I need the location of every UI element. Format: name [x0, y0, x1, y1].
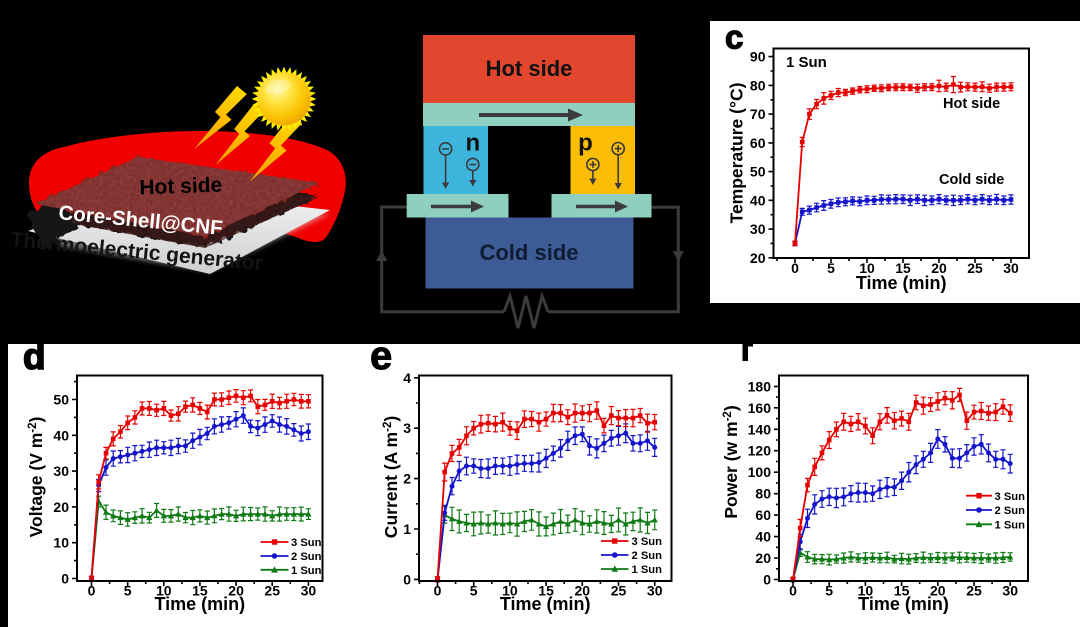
svg-text:180: 180 — [748, 378, 772, 394]
svg-text:Temperature (°C): Temperature (°C) — [727, 83, 747, 224]
svg-text:3 Sun: 3 Sun — [291, 537, 322, 549]
svg-text:60: 60 — [750, 135, 766, 151]
svg-text:1 Sun: 1 Sun — [995, 520, 1026, 532]
svg-text:Hot side: Hot side — [486, 56, 573, 81]
svg-text:1 Sun: 1 Sun — [786, 54, 827, 71]
svg-text:20: 20 — [750, 250, 766, 266]
svg-text:30: 30 — [750, 221, 766, 237]
svg-text:30: 30 — [1002, 583, 1018, 599]
svg-text:5: 5 — [124, 583, 132, 599]
svg-text:15: 15 — [895, 260, 911, 276]
svg-text:Hot side: Hot side — [139, 174, 223, 200]
svg-text:120: 120 — [748, 443, 772, 459]
svg-text:160: 160 — [748, 400, 772, 416]
svg-text:10: 10 — [502, 583, 518, 599]
svg-text:20: 20 — [931, 260, 947, 276]
svg-text:d: d — [23, 336, 46, 377]
svg-text:25: 25 — [611, 583, 627, 599]
svg-text:30: 30 — [53, 463, 69, 479]
svg-text:40: 40 — [750, 192, 766, 208]
svg-text:3: 3 — [403, 420, 411, 436]
svg-text:15: 15 — [894, 583, 910, 599]
svg-text:25: 25 — [967, 260, 983, 276]
svg-text:c: c — [725, 19, 743, 56]
svg-text:20: 20 — [228, 583, 244, 599]
svg-text:Hot side: Hot side — [943, 96, 1000, 112]
svg-text:20: 20 — [575, 583, 591, 599]
svg-text:1 Sun: 1 Sun — [632, 564, 663, 576]
svg-text:15: 15 — [192, 583, 208, 599]
svg-text:30: 30 — [1003, 260, 1019, 276]
svg-text:0: 0 — [791, 260, 799, 276]
svg-text:20: 20 — [930, 583, 946, 599]
svg-text:Time (min): Time (min) — [856, 273, 947, 293]
svg-text:20: 20 — [53, 499, 69, 515]
svg-text:5: 5 — [470, 583, 478, 599]
svg-text:10: 10 — [156, 583, 172, 599]
svg-text:0: 0 — [403, 571, 411, 587]
svg-text:30: 30 — [647, 583, 663, 599]
svg-text:60: 60 — [755, 507, 771, 523]
svg-text:1: 1 — [403, 521, 411, 537]
svg-text:Cold side: Cold side — [479, 240, 578, 265]
svg-text:140: 140 — [748, 421, 772, 437]
svg-text:5: 5 — [827, 260, 835, 276]
svg-text:25: 25 — [264, 583, 280, 599]
svg-text:Power (w m-2): Power (w m-2) — [721, 405, 741, 518]
svg-text:0: 0 — [789, 583, 797, 599]
svg-text:5: 5 — [825, 583, 833, 599]
svg-text:1 Sun: 1 Sun — [291, 565, 322, 577]
svg-text:0: 0 — [763, 572, 771, 588]
svg-text:3 Sun: 3 Sun — [632, 536, 663, 548]
svg-text:2: 2 — [403, 471, 411, 487]
svg-text:2 Sun: 2 Sun — [291, 551, 322, 563]
svg-text:4: 4 — [403, 370, 411, 386]
svg-text:p: p — [578, 130, 593, 157]
svg-text:80: 80 — [755, 486, 771, 502]
svg-text:80: 80 — [750, 77, 766, 93]
svg-text:30: 30 — [301, 583, 317, 599]
svg-text:0: 0 — [434, 583, 442, 599]
svg-text:10: 10 — [858, 583, 874, 599]
svg-text:n: n — [465, 130, 480, 157]
svg-text:3 Sun: 3 Sun — [995, 491, 1026, 503]
svg-text:Time (min): Time (min) — [154, 594, 245, 614]
svg-text:15: 15 — [538, 583, 554, 599]
svg-text:50: 50 — [750, 164, 766, 180]
svg-text:10: 10 — [53, 535, 69, 551]
svg-text:50: 50 — [53, 392, 69, 408]
svg-text:90: 90 — [750, 49, 766, 65]
svg-text:e: e — [370, 334, 392, 378]
svg-text:Cold side: Cold side — [939, 172, 1004, 188]
svg-text:0: 0 — [88, 583, 96, 599]
svg-text:10: 10 — [859, 260, 875, 276]
svg-text:Time (min): Time (min) — [858, 594, 949, 614]
svg-text:2 Sun: 2 Sun — [995, 505, 1026, 517]
svg-text:100: 100 — [748, 464, 772, 480]
svg-text:40: 40 — [755, 529, 771, 545]
svg-text:70: 70 — [750, 106, 766, 122]
svg-text:Current (A m-2): Current (A m-2) — [381, 416, 401, 538]
svg-text:Time (min): Time (min) — [500, 594, 591, 614]
svg-text:20: 20 — [755, 550, 771, 566]
svg-text:40: 40 — [53, 427, 69, 443]
svg-text:2 Sun: 2 Sun — [632, 550, 663, 562]
svg-text:0: 0 — [61, 571, 69, 587]
svg-text:Voltage (V m-2): Voltage (V m-2) — [26, 417, 46, 538]
svg-text:25: 25 — [966, 583, 982, 599]
